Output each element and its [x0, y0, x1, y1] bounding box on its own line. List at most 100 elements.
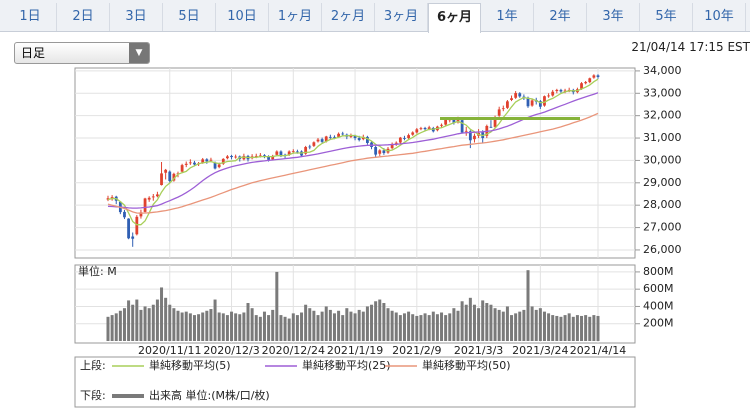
candle-body	[596, 75, 600, 77]
volume-bar	[510, 315, 514, 341]
period-tab[interactable]: 3年	[587, 3, 640, 31]
select-label: 日足	[21, 46, 46, 60]
volume-bar	[155, 299, 159, 341]
volume-bar	[567, 313, 571, 341]
y-tick-label: 400M	[643, 299, 674, 312]
volume-bar	[555, 315, 559, 341]
candle-body	[308, 146, 312, 148]
volume-bar	[230, 311, 234, 341]
volume-bar	[505, 306, 509, 341]
candle-body	[291, 151, 295, 153]
candle-body	[156, 194, 159, 197]
candle-body	[180, 165, 184, 172]
period-tab[interactable]: 10日	[216, 3, 269, 31]
period-tab[interactable]: 5年	[640, 3, 693, 31]
volume-bar	[279, 315, 283, 341]
candle-body	[382, 150, 386, 154]
volume-bar	[135, 299, 139, 341]
y-tick-label: 26,000	[643, 243, 682, 256]
candle-body	[267, 156, 270, 160]
volume-bar	[168, 304, 172, 341]
select-arrow[interactable]: ▼	[129, 43, 149, 63]
volume-bar	[547, 313, 551, 341]
volume-bar	[452, 308, 456, 341]
period-tab[interactable]: 2日	[57, 3, 110, 31]
candle-body	[460, 120, 464, 133]
y-tick-label: 600M	[643, 282, 674, 295]
y-tick-label: 31,000	[643, 131, 682, 144]
y-tick-label: 28,000	[643, 198, 682, 211]
volume-bar	[300, 312, 304, 341]
x-tick-label: 2020/11/11	[138, 344, 201, 357]
legend-label: 出来高 単位:(M株/口/枚)	[149, 388, 270, 402]
volume-bar	[209, 309, 213, 341]
candle-body	[390, 144, 394, 149]
candle-body	[320, 139, 324, 142]
volume-bar	[106, 316, 110, 341]
candle-body	[205, 159, 209, 162]
volume-bar	[184, 311, 188, 341]
candle-body	[143, 198, 147, 212]
candle-body	[193, 162, 196, 165]
volume-bar	[530, 306, 534, 341]
x-tick-label: 2021/2/9	[392, 344, 441, 357]
candle-body	[518, 93, 522, 97]
volume-bar	[411, 314, 415, 341]
candle-body	[353, 135, 357, 139]
period-tab[interactable]: 2ヶ月	[322, 3, 375, 31]
y-tick-label: 200M	[643, 317, 674, 330]
volume-bar	[534, 309, 538, 341]
candle-body	[349, 135, 353, 137]
candle-body	[287, 151, 291, 155]
period-tabs: 1日 2日 3日 5日 10日 1ヶ月 2ヶ月 3ヶ月 6ヶ月 1年 2年 3年 5年 10年	[0, 0, 750, 33]
period-tab[interactable]: 1日	[4, 3, 57, 31]
candle-body	[452, 119, 456, 124]
volume-bar	[122, 308, 126, 341]
candle-body	[316, 139, 320, 142]
volume-bar	[481, 300, 485, 341]
candle-body	[135, 216, 139, 235]
volume-bar	[242, 312, 246, 341]
period-tab[interactable]: 1年	[481, 3, 534, 31]
candle-body	[423, 127, 427, 130]
period-tab[interactable]: 6ヶ月	[428, 3, 481, 33]
period-tab[interactable]: 10年	[693, 3, 746, 31]
candle-body	[415, 129, 419, 133]
period-tab[interactable]: 5日	[163, 3, 216, 31]
period-tab[interactable]: 1ヶ月	[269, 3, 322, 31]
volume-bar	[118, 310, 122, 341]
volume-bar	[378, 299, 382, 341]
candle-body	[110, 197, 114, 199]
volume-bar	[518, 311, 522, 341]
candle-body	[378, 150, 382, 154]
volume-bar	[353, 313, 357, 341]
volume-bar	[308, 308, 312, 341]
volume-bar	[497, 309, 501, 341]
volume-bar	[485, 303, 489, 341]
volume-bar	[275, 271, 279, 341]
candle-body	[444, 119, 448, 125]
x-tick-label: 2021/4/14	[570, 344, 626, 357]
period-tab[interactable]: 3ヶ月	[375, 3, 428, 31]
interval-select[interactable]: 日足 ▼	[14, 42, 150, 64]
volume-bar	[423, 313, 427, 341]
volume-bar	[522, 309, 526, 341]
candle-body	[131, 236, 135, 239]
period-tab[interactable]: 3日	[110, 3, 163, 31]
candle-body	[551, 91, 555, 96]
volume-bar	[382, 303, 386, 341]
volume-bar	[580, 315, 584, 341]
volume-bar	[234, 313, 238, 341]
x-tick-label: 2020/12/3	[203, 344, 259, 357]
candle-body	[230, 155, 233, 158]
period-tab[interactable]: 2年	[534, 3, 587, 31]
volume-bar	[472, 304, 476, 341]
candle-body	[374, 146, 378, 155]
volume-bar	[477, 308, 481, 341]
volume-bar	[361, 311, 365, 341]
candle-body	[468, 131, 472, 141]
volume-bar	[415, 315, 419, 341]
y-tick-label: 33,000	[643, 86, 682, 99]
volume-bar	[201, 312, 205, 341]
candle-body	[328, 136, 332, 138]
